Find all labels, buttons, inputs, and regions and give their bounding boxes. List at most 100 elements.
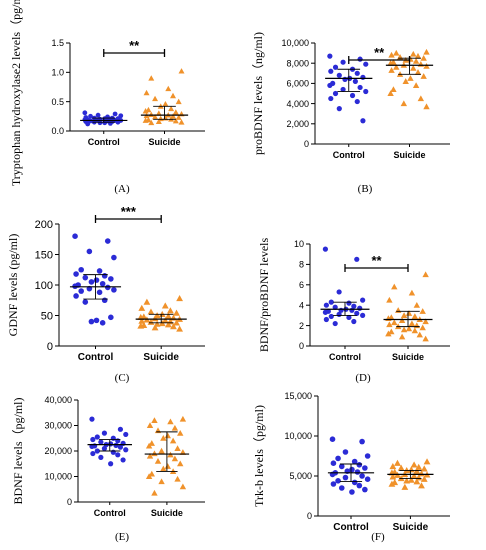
- data-point-suicide: [179, 449, 187, 455]
- data-point-control: [354, 310, 360, 316]
- data-point-control: [328, 299, 334, 305]
- x-category-label: Suicide: [148, 137, 180, 147]
- data-point-control: [342, 474, 349, 481]
- data-point-control: [356, 462, 363, 468]
- data-point-control: [342, 449, 349, 455]
- data-point-suicide: [405, 325, 413, 332]
- data-point-suicide: [405, 310, 413, 316]
- data-point-suicide: [400, 326, 408, 333]
- data-point-suicide: [411, 313, 419, 319]
- data-point-suicide: [389, 463, 397, 470]
- data-point-suicide: [388, 51, 395, 58]
- data-point-control: [356, 482, 363, 489]
- data-point-suicide: [419, 324, 426, 331]
- data-point-control: [108, 276, 114, 282]
- data-point-suicide: [408, 320, 416, 327]
- data-point-control: [101, 297, 108, 304]
- data-point-suicide: [385, 330, 392, 337]
- data-point-control: [327, 82, 333, 89]
- data-point-suicide: [146, 452, 154, 459]
- data-point-control: [335, 478, 341, 484]
- data-point-suicide: [177, 429, 184, 436]
- data-point-control: [357, 56, 363, 62]
- data-point-control: [340, 86, 346, 93]
- data-point-control: [110, 449, 116, 455]
- data-point-suicide: [154, 458, 162, 464]
- y-axis-label: Tryptophan hydroxylase2 levels（pg/ml): [9, 0, 23, 186]
- data-point-control: [335, 455, 341, 462]
- data-point-suicide: [422, 335, 429, 342]
- x-category-label: Suicide: [392, 352, 424, 362]
- data-point-control: [332, 64, 339, 70]
- data-point-suicide: [386, 296, 393, 303]
- x-category-label: Control: [88, 137, 120, 147]
- y-axis-label: proBDNF levels（ng/ml): [251, 32, 265, 155]
- y-tick-label: 0: [307, 511, 312, 521]
- y-tick-label: 1.5: [51, 38, 64, 48]
- data-point-suicide: [148, 111, 155, 117]
- data-point-control: [93, 317, 100, 324]
- significance-label: **: [371, 253, 382, 268]
- data-point-suicide: [413, 478, 421, 485]
- data-point-control: [351, 303, 357, 309]
- data-point-control: [354, 98, 360, 105]
- data-point-control: [104, 238, 111, 244]
- data-point-suicide: [398, 333, 406, 340]
- data-point-control: [349, 489, 355, 495]
- data-point-control: [101, 273, 108, 279]
- data-point-control: [93, 277, 100, 283]
- panel-caption: (C): [115, 372, 130, 384]
- data-point-control: [117, 444, 124, 450]
- data-point-suicide: [176, 295, 183, 302]
- y-tick-label: 50: [41, 310, 53, 322]
- data-point-suicide: [148, 119, 155, 126]
- data-point-control: [352, 78, 358, 84]
- data-point-suicide: [145, 473, 153, 480]
- data-point-control: [323, 302, 329, 308]
- data-point-suicide: [179, 415, 187, 422]
- data-point-suicide: [148, 470, 155, 477]
- data-point-control: [349, 92, 356, 99]
- data-point-suicide: [148, 75, 155, 81]
- data-point-control: [117, 426, 124, 432]
- data-point-control: [73, 271, 79, 277]
- data-point-control: [357, 84, 363, 91]
- data-point-control: [359, 473, 365, 479]
- data-point-control: [330, 460, 337, 467]
- data-point-control: [113, 442, 119, 448]
- data-point-control: [362, 465, 368, 471]
- data-point-control: [363, 61, 369, 67]
- data-point-suicide: [177, 460, 184, 467]
- y-tick-label: 4: [299, 300, 304, 310]
- data-point-suicide: [152, 95, 159, 102]
- data-point-control: [86, 248, 93, 255]
- data-point-suicide: [142, 117, 149, 123]
- data-point-suicide: [423, 63, 430, 69]
- data-point-suicide: [176, 325, 183, 332]
- data-point-suicide: [147, 318, 155, 325]
- data-point-control: [90, 436, 96, 443]
- data-point-suicide: [175, 98, 182, 105]
- x-category-label: Suicide: [393, 522, 429, 533]
- data-point-suicide: [160, 435, 167, 441]
- data-point-suicide: [418, 482, 425, 489]
- y-tick-label: 100: [35, 280, 53, 292]
- data-point-control: [97, 120, 103, 126]
- data-point-suicide: [172, 118, 179, 124]
- data-point-suicide: [389, 473, 397, 480]
- data-point-suicide: [158, 447, 165, 454]
- data-point-control: [354, 70, 360, 76]
- data-point-control: [95, 112, 101, 118]
- data-point-suicide: [388, 67, 395, 73]
- data-point-control: [329, 436, 336, 443]
- data-point-control: [332, 304, 338, 310]
- data-point-control: [346, 314, 352, 321]
- data-point-control: [328, 95, 334, 102]
- data-point-control: [346, 300, 352, 306]
- x-category-label: Control: [333, 150, 365, 160]
- data-point-suicide: [419, 308, 426, 314]
- panel-caption: (E): [115, 531, 129, 543]
- data-point-suicide: [410, 472, 418, 479]
- data-point-suicide: [410, 461, 418, 468]
